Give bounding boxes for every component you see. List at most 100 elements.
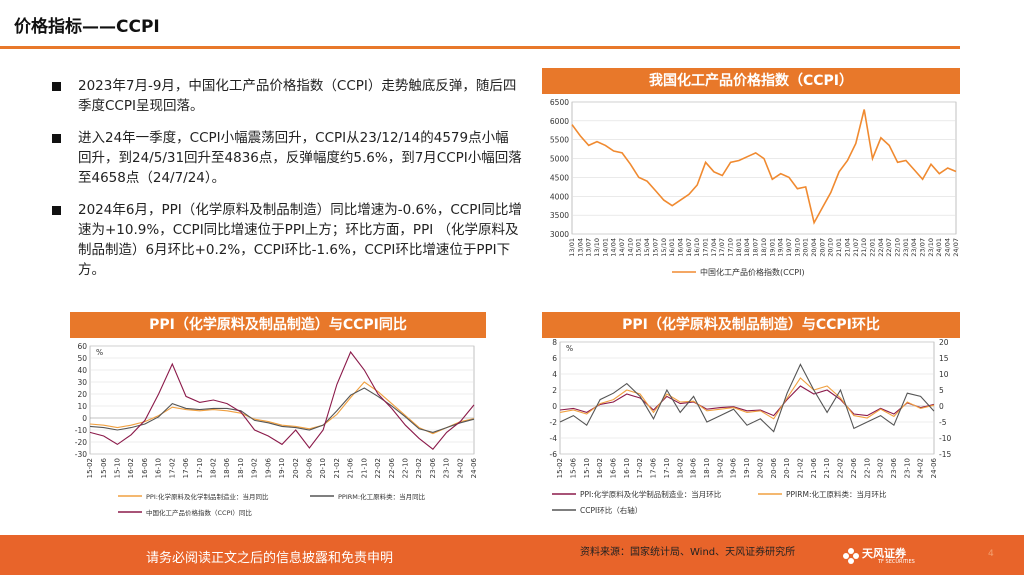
title-underline <box>0 46 960 49</box>
legend-label: 中国化工产品价格指数(CCPI) <box>700 267 805 277</box>
x-tick-label: 17-06 <box>182 457 190 478</box>
y-tick-label: 0 <box>82 414 87 423</box>
x-tick-label: 18-02 <box>210 458 218 478</box>
y-tick-label: 5500 <box>550 136 569 145</box>
x-tick-label: 20-10 <box>783 458 791 478</box>
y-tick-label: 60 <box>77 342 87 351</box>
square-bullet-icon <box>52 206 61 215</box>
x-tick-label: 21/07 <box>852 238 860 257</box>
x-tick-label: 19-10 <box>278 458 286 478</box>
x-tick-label: 17/01 <box>702 238 710 257</box>
bullet-item: 2024年6月，PPI（化学原料及制品制造）同比增速为-0.6%，CCPI同比增… <box>52 200 522 280</box>
x-tick-label: 23-02 <box>415 458 423 478</box>
x-tick-label: 17-10 <box>663 458 671 478</box>
x-tick-label: 21-02 <box>333 458 341 478</box>
x-tick-label: 17/04 <box>710 238 718 257</box>
ccpi-chart-title: 我国化工产品价格指数（CCPI） <box>542 68 960 94</box>
legend-label: PPI:化学原料及化学制品制造业：当月环比 <box>580 489 722 499</box>
y-tick-label: -10 <box>75 426 87 435</box>
x-tick-label: 18-06 <box>690 457 698 478</box>
bullet-item: 进入24年一季度，CCPI小幅震荡回升，CCPI从23/12/14的4579点小… <box>52 128 522 188</box>
yoy-chart-panel: PPI（化学原料及制品制造）与CCPI同比 -30 -20 -10 0 10 20 30 40… <box>70 312 486 520</box>
x-tick-label: 18-02 <box>676 458 684 478</box>
y2-tick-label: 0 <box>939 402 944 411</box>
y-tick-label: 8 <box>552 338 557 347</box>
footer-band: 请务必阅读正文之后的信息披露和免责申明 资料来源：国家统计局、Wind、天风证券… <box>0 535 1024 575</box>
x-tick-label: 15/04 <box>643 238 651 257</box>
y-tick-label: 4 <box>552 370 557 379</box>
x-tick-label: 14/10 <box>626 238 634 257</box>
square-bullet-icon <box>52 82 61 91</box>
x-tick-label: 16-10 <box>623 458 631 478</box>
x-tick-label: 13/01 <box>568 238 576 257</box>
x-tick-label: 19-10 <box>743 458 751 478</box>
bullet-text: 进入24年一季度，CCPI小幅震荡回升，CCPI从23/12/14的4579点小… <box>78 130 522 186</box>
series-line <box>89 381 475 435</box>
x-tick-label: 15-02 <box>556 458 564 478</box>
series-line <box>559 363 935 433</box>
x-tick-label: 13/04 <box>576 238 584 257</box>
x-tick-label: 17-10 <box>196 458 204 478</box>
y2-tick-label: -10 <box>939 434 951 443</box>
x-tick-label: 19/10 <box>793 238 801 257</box>
series-line <box>559 385 935 417</box>
x-tick-label: 20/10 <box>827 238 835 257</box>
x-tick-label: 16/04 <box>676 238 684 257</box>
x-tick-label: 24-06 <box>930 457 938 478</box>
x-tick-label: 23/10 <box>927 238 935 257</box>
bullet-text: 2023年7月-9月，中国化工产品价格指数（CCPI）走势触底反弹，随后四季度C… <box>78 78 517 114</box>
y2-tick-label: -5 <box>939 418 947 427</box>
y-tick-label: 2 <box>552 386 557 395</box>
series-line <box>89 387 475 433</box>
x-tick-label: 17/07 <box>718 238 726 257</box>
x-tick-label: 19-02 <box>251 458 259 478</box>
y2-tick-label: 15 <box>939 354 949 363</box>
x-tick-label: 21-10 <box>823 458 831 478</box>
x-tick-label: 15-06 <box>100 457 108 478</box>
x-tick-label: 17/10 <box>727 238 735 257</box>
x-tick-label: 21-06 <box>810 457 818 478</box>
page-title: 价格指标——CCPI <box>14 17 160 37</box>
y-tick-label: 40 <box>77 366 87 375</box>
y2-tick-label: 5 <box>939 386 944 395</box>
y-axis-label: % <box>96 348 103 357</box>
x-tick-label: 14/07 <box>618 238 626 257</box>
x-tick-label: 23-06 <box>890 457 898 478</box>
x-tick-label: 22-10 <box>402 458 410 478</box>
y-tick-label: 6 <box>552 354 557 363</box>
x-tick-label: 15/07 <box>651 238 659 257</box>
legend-label: PPI:化学原料及化学制品制造业：当月同比 <box>146 492 269 501</box>
y-tick-label: 0 <box>552 402 557 411</box>
x-tick-label: 18/07 <box>752 238 760 257</box>
x-tick-label: 20/04 <box>810 238 818 257</box>
x-tick-label: 16/07 <box>685 238 693 257</box>
bullet-text: 2024年6月，PPI（化学原料及制品制造）同比增速为-0.6%，CCPI同比增… <box>78 202 522 278</box>
legend-label: PPIRM:化工原料类：当月同比 <box>338 492 426 501</box>
y-tick-label: 6000 <box>550 117 569 126</box>
series-line <box>571 109 957 225</box>
y-tick-label: -4 <box>550 434 558 443</box>
x-tick-label: 23/04 <box>910 238 918 257</box>
x-tick-label: 16-10 <box>155 458 163 478</box>
plot-frame <box>571 101 957 235</box>
x-tick-label: 24-02 <box>917 458 925 478</box>
series-line <box>89 350 475 450</box>
x-tick-label: 24/04 <box>944 238 952 257</box>
x-tick-label: 21/01 <box>835 238 843 257</box>
mom-chart: -6 -4 -2 0 2 4 6 8 -15 -10 -5 0 5 10 15 20% 15-02 15-06 15… <box>550 338 952 515</box>
flower-logo-icon <box>843 548 859 564</box>
x-tick-label: 17-02 <box>168 458 176 478</box>
x-tick-label: 24/01 <box>935 238 943 257</box>
x-tick-label: 17-02 <box>636 458 644 478</box>
x-tick-label: 22/07 <box>885 238 893 257</box>
x-tick-label: 18/10 <box>760 238 768 257</box>
mom-chart-panel: PPI（化学原料及制品制造）与CCPI环比 -6 -4 -2 0 2 4 6 8 -15 -10-… <box>542 312 960 524</box>
x-tick-label: 21/10 <box>860 238 868 257</box>
x-tick-label: 23-10 <box>903 458 911 478</box>
x-tick-label: 13/10 <box>593 238 601 257</box>
x-tick-label: 20-02 <box>292 458 300 478</box>
x-tick-label: 20-06 <box>770 457 778 478</box>
series-line <box>559 377 935 420</box>
x-tick-label: 15/10 <box>660 238 668 257</box>
x-tick-label: 24/07 <box>952 238 960 257</box>
